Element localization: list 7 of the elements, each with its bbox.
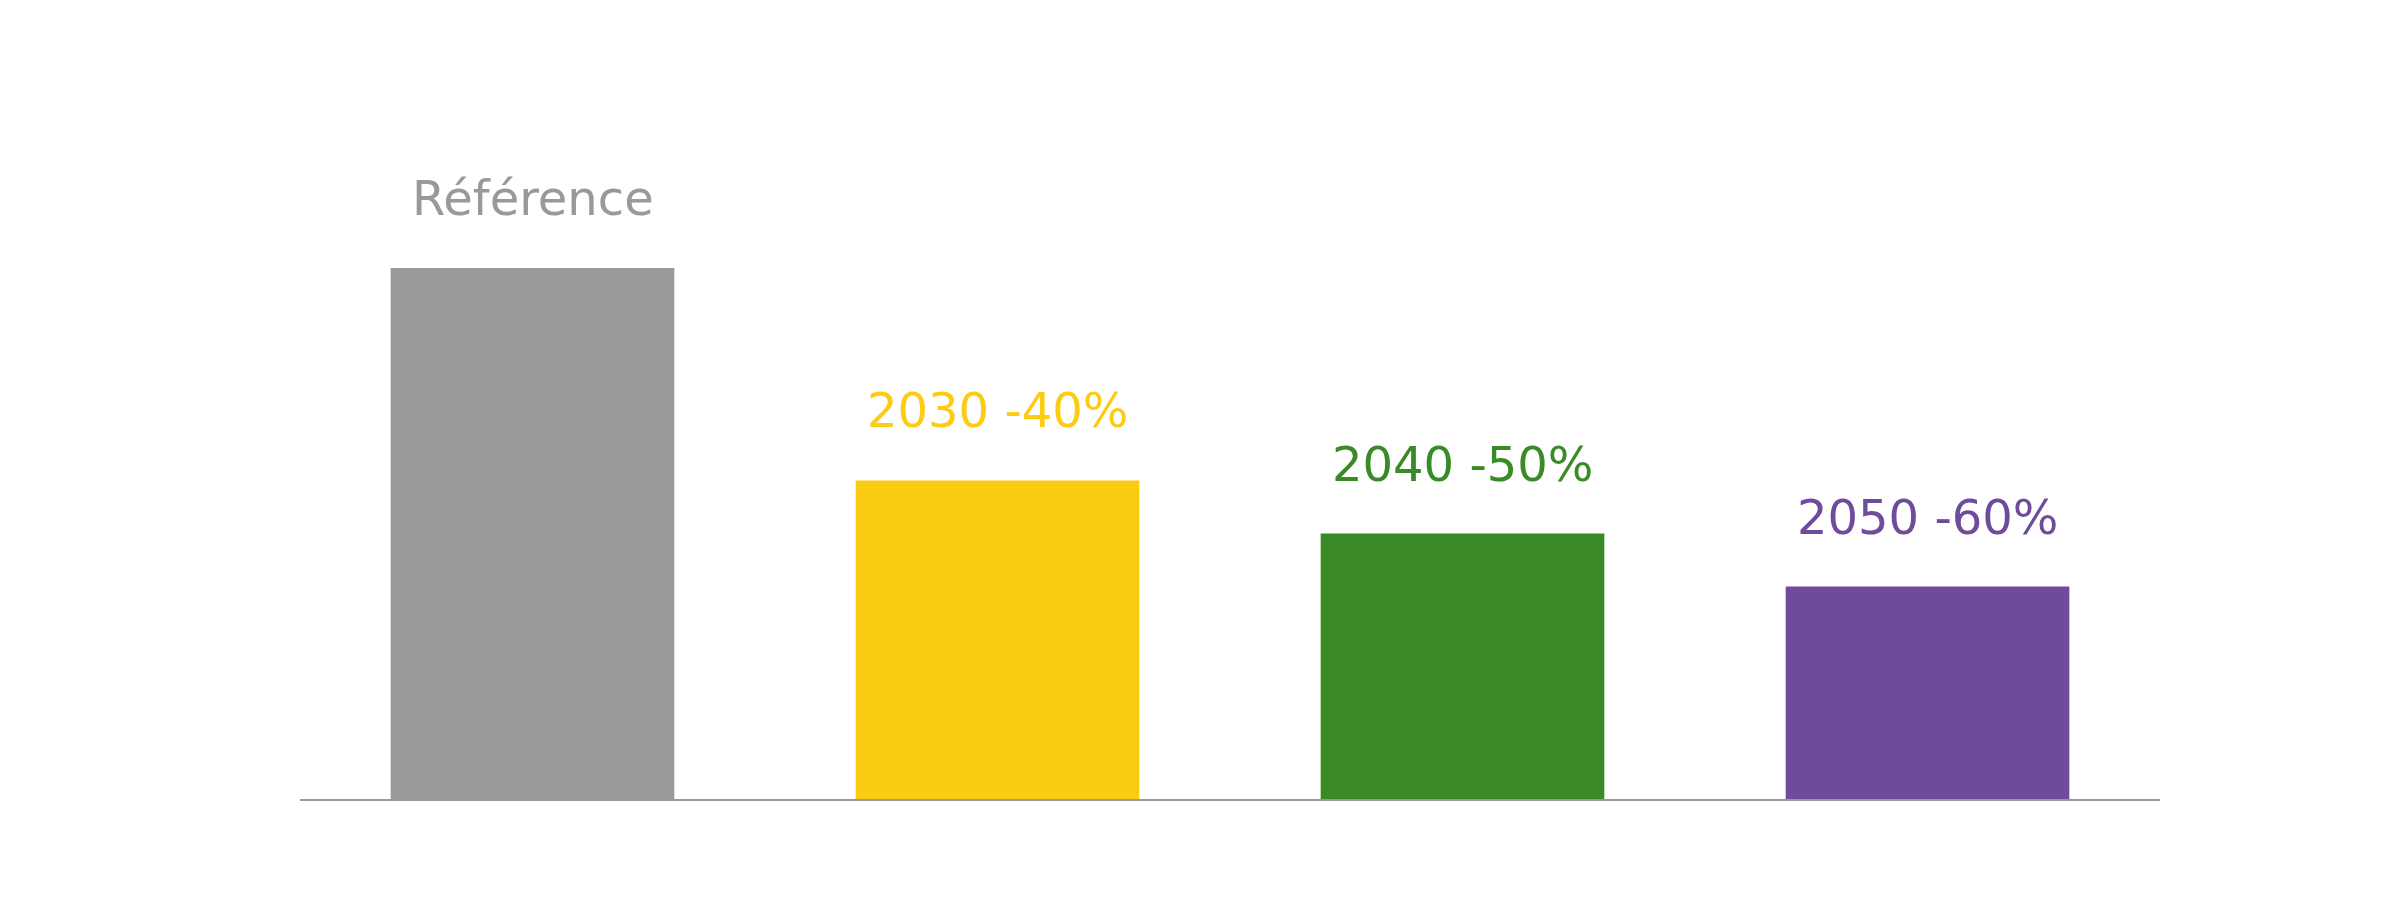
bar xyxy=(1320,533,1605,799)
bar xyxy=(1785,586,2070,799)
bar xyxy=(855,480,1140,799)
x-tick-label: Référence xyxy=(412,170,654,226)
x-tick-label: 2030 -40% xyxy=(867,382,1129,438)
x-tick-label: 2040 -50% xyxy=(1332,436,1594,492)
x-tick-label: 2050 -60% xyxy=(1797,489,2059,545)
